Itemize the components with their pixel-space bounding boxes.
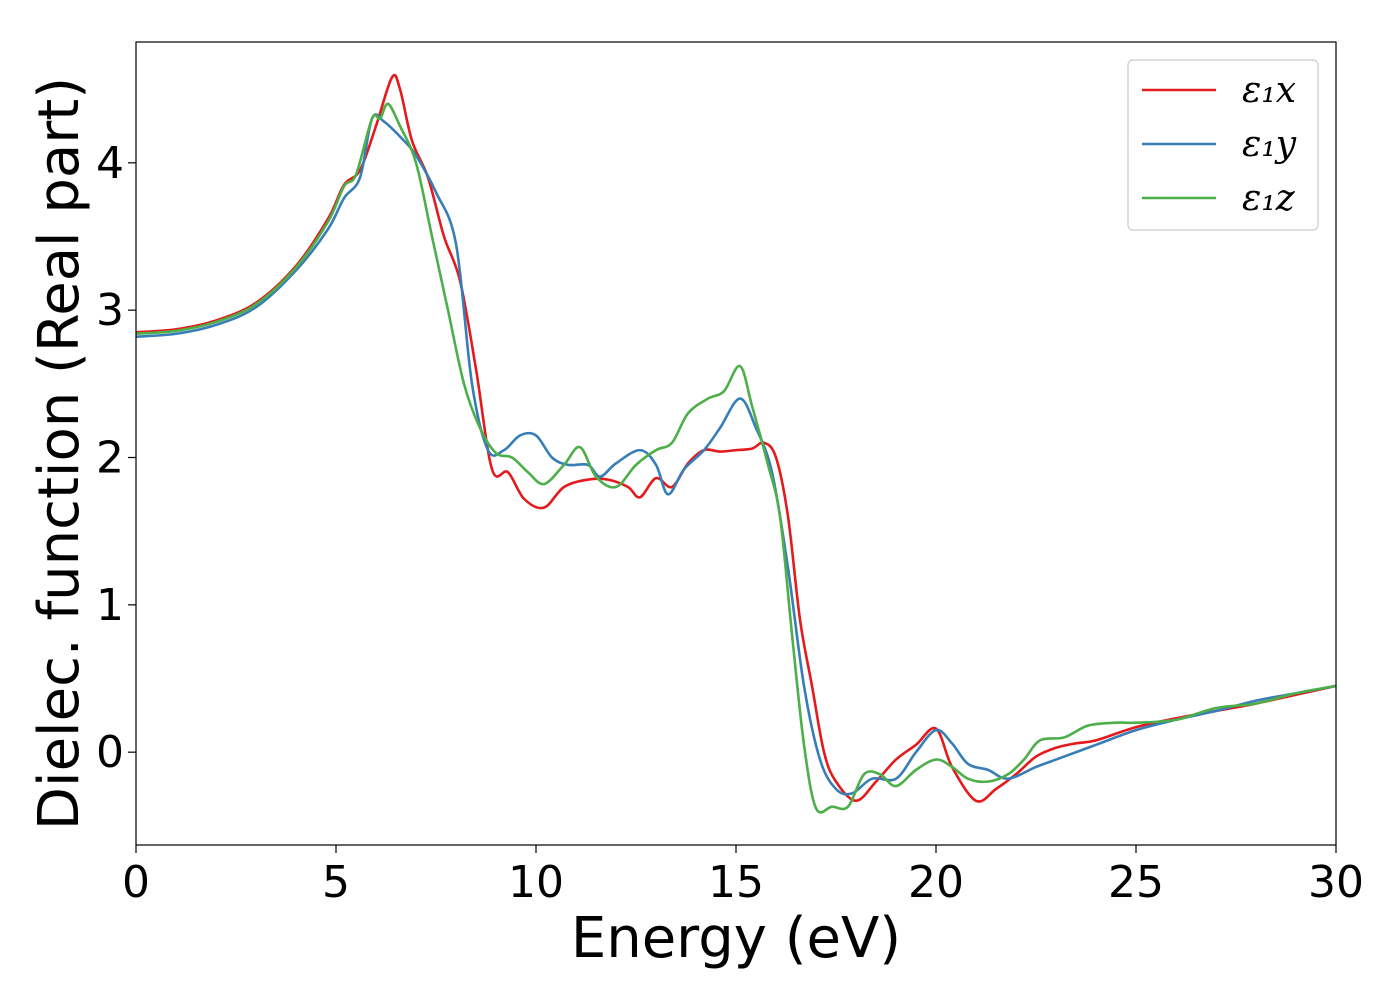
x-tick-label: 5 [322,857,350,908]
series-layer [136,73,1336,814]
x-tick-label: 10 [508,857,564,908]
x-tick-label: 0 [122,857,150,908]
series-line-3 [136,102,1336,814]
x-tick-label: 15 [708,857,764,908]
legend-label-2: ε₁y [1242,124,1297,165]
x-tick-label: 25 [1108,857,1164,908]
y-tick-label: 1 [96,580,124,631]
series-line-1 [136,73,1336,803]
y-tick-label: 2 [96,432,124,483]
legend-box [1127,59,1319,231]
x-tick-label: 20 [908,857,964,908]
x-axis-title: Energy (eV) [571,906,901,971]
ticks-layer: 0 5 10 15 20 25 30 0 1 2 3 4 [96,138,1364,908]
x-tick-label: 30 [1308,857,1364,908]
legend: ε₁x ε₁y ε₁z [1127,59,1319,231]
y-tick-label: 3 [96,285,124,336]
y-axis-title: Dielec. function (Real part) [27,77,92,830]
series-line-2 [136,113,1336,796]
legend-label-3: ε₁z [1242,178,1296,219]
y-tick-label: 0 [96,727,124,778]
legend-label-1: ε₁x [1242,70,1296,111]
y-tick-label: 4 [96,138,124,189]
